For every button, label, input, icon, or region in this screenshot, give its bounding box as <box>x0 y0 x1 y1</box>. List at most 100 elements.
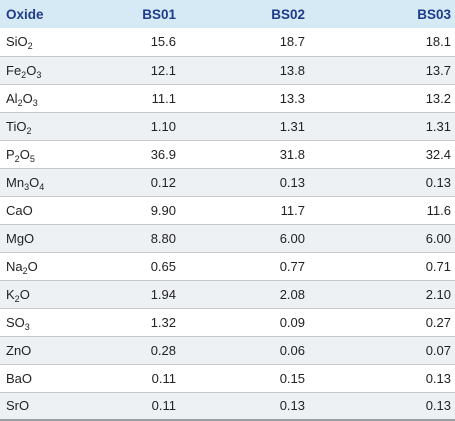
formula-subscript: 2 <box>17 97 23 108</box>
formula-subscript: 3 <box>24 321 30 332</box>
formula-text: TiO <box>6 118 27 134</box>
table-row: ZnO 0.28 0.06 0.07 <box>0 336 455 365</box>
value-bs03: 13.2 <box>360 84 455 113</box>
formula-subscript: 2 <box>26 125 32 136</box>
table-row: P2O5 36.9 31.8 32.4 <box>0 140 455 169</box>
value-bs01: 0.65 <box>108 252 226 281</box>
value-bs02: 13.8 <box>226 56 360 85</box>
value-bs02: 31.8 <box>226 140 360 169</box>
value-bs01: 15.6 <box>108 28 226 57</box>
oxide-name: Mn3O4 <box>0 168 108 197</box>
formula-subscript: 2 <box>14 153 20 164</box>
oxide-name: P2O5 <box>0 140 108 169</box>
value-bs02: 0.13 <box>226 392 360 421</box>
value-bs01: 0.11 <box>108 364 226 393</box>
table-row: BaO 0.11 0.15 0.13 <box>0 364 455 393</box>
value-bs01: 36.9 <box>108 140 226 169</box>
table-row: MgO 8.80 6.00 6.00 <box>0 224 455 253</box>
value-bs01: 12.1 <box>108 56 226 85</box>
formula-text: P <box>6 146 15 162</box>
value-bs01: 11.1 <box>108 84 226 113</box>
value-bs01: 1.94 <box>108 280 226 309</box>
value-bs03: 0.07 <box>360 336 455 365</box>
value-bs01: 1.10 <box>108 112 226 141</box>
formula-text: O <box>27 258 38 274</box>
formula-text: O <box>19 286 30 302</box>
value-bs03: 0.71 <box>360 252 455 281</box>
value-bs02: 0.09 <box>226 308 360 337</box>
formula-text: Al <box>6 90 18 106</box>
table-row: TiO2 1.10 1.31 1.31 <box>0 112 455 141</box>
value-bs03: 11.6 <box>360 196 455 225</box>
formula-subscript: 3 <box>36 69 42 80</box>
oxide-name: Al2O3 <box>0 84 108 113</box>
value-bs01: 1.32 <box>108 308 226 337</box>
table-row: Al2O3 11.1 13.3 13.2 <box>0 84 455 113</box>
value-bs02: 2.08 <box>226 280 360 309</box>
table-body: SiO2 15.6 18.7 18.1 Fe2O3 12.1 13.8 13.7 Al2O3 11… <box>0 28 455 421</box>
value-bs01: 0.28 <box>108 336 226 365</box>
formula-text: MgO <box>6 230 35 246</box>
value-bs02: 0.77 <box>226 252 360 281</box>
value-bs03: 0.13 <box>360 168 455 197</box>
formula-text: ZnO <box>6 342 32 358</box>
oxide-name: Fe2O3 <box>0 56 108 85</box>
oxide-name: K2O <box>0 280 108 309</box>
value-bs02: 0.15 <box>226 364 360 393</box>
value-bs03: 18.1 <box>360 28 455 57</box>
formula-text: Mn <box>6 174 25 190</box>
value-bs03: 6.00 <box>360 224 455 253</box>
value-bs02: 0.13 <box>226 168 360 197</box>
oxide-name: ZnO <box>0 336 108 365</box>
formula-subscript: 2 <box>14 293 20 304</box>
value-bs01: 8.80 <box>108 224 226 253</box>
header-bs03: BS03 <box>417 6 451 22</box>
formula-text: SO <box>6 314 25 330</box>
formula-text: Fe <box>6 62 22 78</box>
header-bs01: BS01 <box>142 6 176 22</box>
header-bs02: BS02 <box>271 6 305 22</box>
formula-text: O <box>29 174 40 190</box>
table-row: SrO 0.11 0.13 0.13 <box>0 392 455 421</box>
header-oxide: Oxide <box>6 6 44 22</box>
table-header: Oxide BS01 BS02 BS03 <box>0 0 455 28</box>
value-bs03: 1.31 <box>360 112 455 141</box>
formula-subscript: 4 <box>39 181 45 192</box>
formula-subscript: 2 <box>27 41 33 52</box>
formula-text: SrO <box>6 398 30 414</box>
value-bs03: 0.13 <box>360 364 455 393</box>
value-bs02: 18.7 <box>226 28 360 57</box>
value-bs02: 0.06 <box>226 336 360 365</box>
value-bs01: 0.11 <box>108 392 226 421</box>
value-bs03: 0.27 <box>360 308 455 337</box>
oxide-name: TiO2 <box>0 112 108 141</box>
formula-text: O <box>19 146 30 162</box>
table-row: Fe2O3 12.1 13.8 13.7 <box>0 56 455 85</box>
table-row: CaO 9.90 11.7 11.6 <box>0 196 455 225</box>
oxide-name: SrO <box>0 392 108 421</box>
oxide-name: CaO <box>0 196 108 225</box>
formula-subscript: 3 <box>24 181 30 192</box>
value-bs02: 13.3 <box>226 84 360 113</box>
value-bs02: 1.31 <box>226 112 360 141</box>
oxide-name: MgO <box>0 224 108 253</box>
formula-text: O <box>22 90 33 106</box>
table-row: K2O 1.94 2.08 2.10 <box>0 280 455 309</box>
value-bs02: 11.7 <box>226 196 360 225</box>
formula-subscript: 3 <box>32 97 38 108</box>
formula-text: K <box>6 286 15 302</box>
value-bs03: 2.10 <box>360 280 455 309</box>
value-bs03: 13.7 <box>360 56 455 85</box>
oxide-name: BaO <box>0 364 108 393</box>
formula-subscript: 2 <box>21 69 27 80</box>
table-row: Mn3O4 0.12 0.13 0.13 <box>0 168 455 197</box>
table-row: SiO2 15.6 18.7 18.1 <box>0 28 455 57</box>
formula-subscript: 5 <box>29 153 35 164</box>
value-bs03: 0.13 <box>360 392 455 421</box>
formula-text: BaO <box>6 370 33 386</box>
table-row: SO3 1.32 0.09 0.27 <box>0 308 455 337</box>
oxide-name: Na2O <box>0 252 108 281</box>
value-bs01: 0.12 <box>108 168 226 197</box>
formula-subscript: 2 <box>22 265 28 276</box>
